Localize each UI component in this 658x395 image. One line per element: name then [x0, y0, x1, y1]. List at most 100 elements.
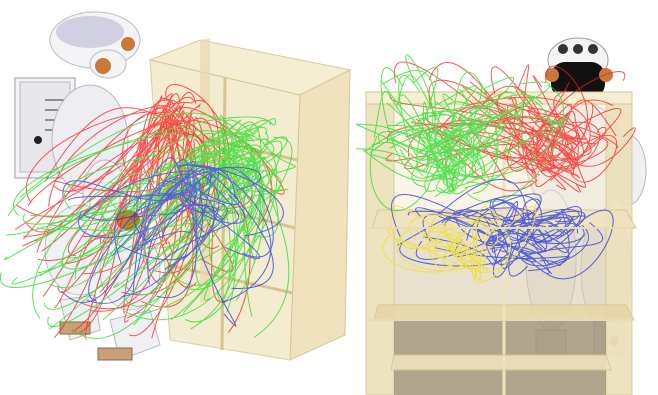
trajectory-green	[444, 144, 456, 188]
trajectory-green	[216, 158, 257, 303]
trajectory-red	[42, 97, 195, 297]
trajectory-blue	[185, 172, 240, 205]
trajectory-red	[143, 93, 181, 287]
trajectory-green	[12, 145, 270, 285]
trajectory-green	[32, 132, 247, 319]
trajectory-red	[128, 92, 197, 269]
trajectory-red	[67, 119, 167, 257]
trajectory-green	[434, 100, 482, 158]
trajectory-green	[363, 128, 455, 193]
trajectory-yellow	[475, 206, 503, 272]
trajectory-yellow	[392, 205, 485, 263]
trajectory-blue	[214, 167, 274, 258]
trajectory-blue	[133, 165, 220, 254]
trajectory-yellow	[382, 236, 472, 273]
trajectory-blue	[86, 180, 178, 304]
trajectory-red	[507, 142, 538, 182]
trajectory-blue	[182, 182, 245, 224]
trajectory-blue	[156, 174, 202, 299]
trajectory-red	[36, 102, 191, 253]
trajectory-red	[534, 113, 579, 169]
trajectory-blue	[508, 222, 567, 277]
trajectory-green	[157, 142, 231, 286]
trajectory-green	[443, 115, 564, 139]
shelf-right	[365, 91, 637, 395]
trajectory-green	[183, 136, 293, 314]
trajectory-red	[385, 143, 578, 162]
trajectory-blue	[176, 164, 284, 237]
trajectory-green	[421, 112, 464, 152]
trajectory-red	[507, 128, 549, 169]
trajectory-blue	[133, 157, 187, 208]
trajectory-blue	[503, 214, 572, 246]
trajectory-red	[91, 120, 179, 312]
trajectory-blue	[545, 209, 614, 280]
trajectory-green	[432, 81, 551, 147]
trajectory-yellow	[396, 237, 486, 271]
trajectory-blue	[161, 203, 223, 239]
trajectory-red	[426, 130, 538, 192]
trajectory-yellow	[428, 217, 472, 269]
trajectory-blue	[111, 160, 196, 257]
trajectory-green	[459, 107, 499, 194]
trajectory-blue	[78, 173, 192, 238]
trajectory-blue	[502, 206, 582, 254]
trajectory-blue	[88, 177, 183, 302]
trajectory-green	[206, 136, 288, 183]
trajectory-blue	[121, 174, 212, 298]
trajectory-red	[408, 122, 575, 164]
trajectory-blue	[191, 166, 262, 191]
trajectory-yellow	[471, 216, 511, 283]
trajectory-green	[221, 119, 254, 206]
trajectory-yellow	[408, 214, 499, 252]
trajectory-green	[125, 163, 249, 198]
trajectory-green	[113, 170, 265, 289]
trajectory-green	[108, 165, 255, 193]
trajectory-green	[19, 112, 235, 198]
trajectory-green	[123, 171, 264, 321]
trajectory-green	[413, 66, 439, 177]
trajectory-red	[57, 129, 171, 293]
trajectory-green	[126, 140, 229, 228]
trajectory-green	[356, 148, 473, 169]
trajectory-red	[545, 65, 588, 156]
left-scene	[0, 11, 352, 361]
trajectory-blue	[492, 199, 547, 244]
trajectory-red	[541, 151, 576, 172]
trajectory-blue	[486, 225, 565, 264]
trajectory-blue	[422, 213, 510, 266]
trajectory-blue	[533, 222, 585, 244]
trajectory-green	[6, 133, 255, 236]
trajectory-red	[541, 135, 609, 170]
trajectory-green	[391, 137, 445, 154]
trajectory-blue	[118, 178, 204, 261]
trajectory-blue	[397, 194, 543, 246]
trajectory-green	[395, 74, 455, 145]
trajectory-red	[72, 121, 181, 333]
trajectory-green	[405, 54, 434, 139]
shelf-left	[148, 38, 352, 361]
trajectory-red	[167, 124, 234, 273]
trajectory-yellow	[434, 229, 464, 259]
trajectory-red	[98, 105, 183, 208]
trajectory-red	[428, 62, 537, 179]
trajectory-green	[7, 116, 272, 216]
trajectory-blue	[160, 168, 236, 201]
trajectory-red	[44, 107, 191, 183]
trajectory-red	[504, 111, 566, 191]
trajectory-blue	[164, 179, 216, 270]
trajectory-green	[452, 87, 491, 175]
trajectory-green	[464, 106, 524, 157]
trajectory-green	[231, 136, 265, 301]
trajectory-green	[426, 77, 515, 193]
trajectory-blue	[415, 207, 553, 275]
trajectory-green	[464, 148, 512, 190]
trajectory-green	[425, 87, 554, 178]
trajectory-green	[59, 118, 277, 270]
trajectory-bundle-right	[356, 54, 636, 283]
trajectory-green	[427, 85, 478, 140]
trajectory-red	[14, 102, 186, 231]
trajectory-blue	[539, 233, 586, 267]
trajectory-yellow	[472, 213, 499, 240]
trajectory-red	[537, 121, 600, 169]
